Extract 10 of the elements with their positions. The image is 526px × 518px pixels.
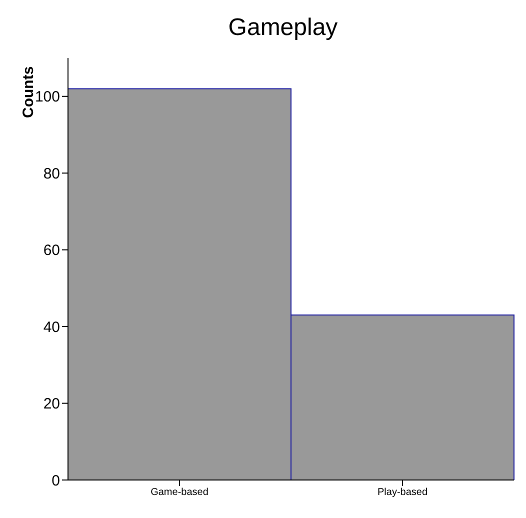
y-tick-label: 20 (43, 396, 60, 413)
chart-title: Gameplay (227, 13, 339, 43)
x-tick-label: Game-based (150, 487, 208, 498)
y-axis-title: Counts (20, 66, 37, 118)
y-tick-label: 60 (43, 242, 60, 260)
y-tick-label: 100 (34, 88, 60, 106)
y-tick-label: 0 (52, 472, 60, 490)
y-tick-label: 80 (43, 165, 60, 182)
y-tick-label: 40 (43, 318, 60, 336)
x-tick-label: Play-based (377, 487, 428, 498)
